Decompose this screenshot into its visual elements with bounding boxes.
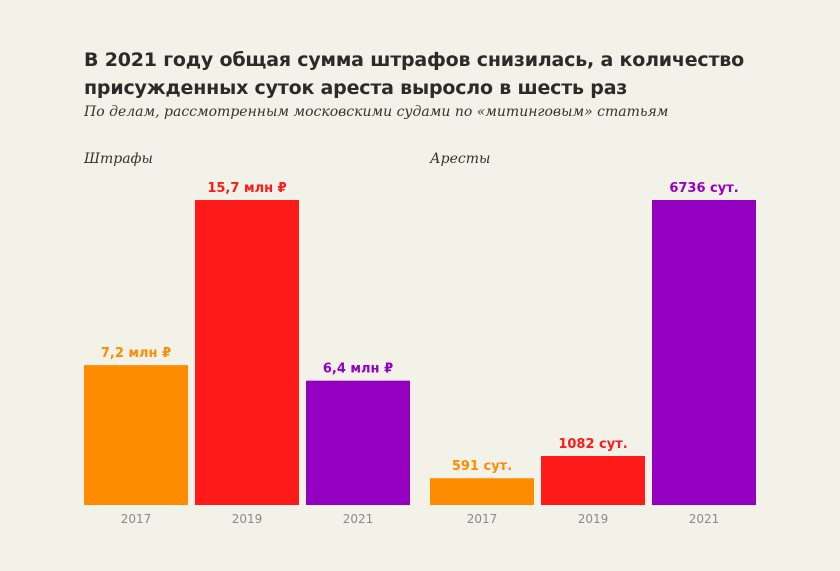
chart-title: В 2021 году общая сумма штрафов снизилас…: [84, 49, 744, 99]
fines-value-label-2017: 7,2 млн ₽: [101, 346, 171, 361]
fines-value-label-2019: 15,7 млн ₽: [207, 181, 286, 196]
fines-tick-label-2019: 2019: [232, 512, 263, 526]
arrests-bar-2021: [652, 200, 756, 505]
fines-value-label-2021: 6,4 млн ₽: [323, 362, 393, 377]
arrests-panel-title: Аресты: [430, 151, 491, 167]
chart-subtitle: По делам, рассмотренным московскими суда…: [84, 104, 669, 120]
arrests-tick-label-2019: 2019: [578, 512, 609, 526]
arrests-tick-label-2017: 2017: [467, 512, 498, 526]
arrests-bar-2017: [430, 478, 534, 505]
arrests-value-label-2017: 591 сут.: [452, 459, 512, 474]
fines-tick-label-2017: 2017: [121, 512, 152, 526]
arrests-value-label-2019: 1082 сут.: [558, 437, 627, 452]
arrests-tick-label-2021: 2021: [689, 512, 720, 526]
arrests-bar-2019: [541, 456, 645, 505]
arrests-value-label-2021: 6736 сут.: [669, 181, 738, 196]
fines-panel-title: Штрафы: [84, 151, 153, 167]
fines-bar-2021: [306, 380, 410, 505]
fines-bar-2017: [84, 365, 188, 505]
fines-bar-2019: [195, 200, 299, 505]
fines-tick-label-2021: 2021: [343, 512, 374, 526]
